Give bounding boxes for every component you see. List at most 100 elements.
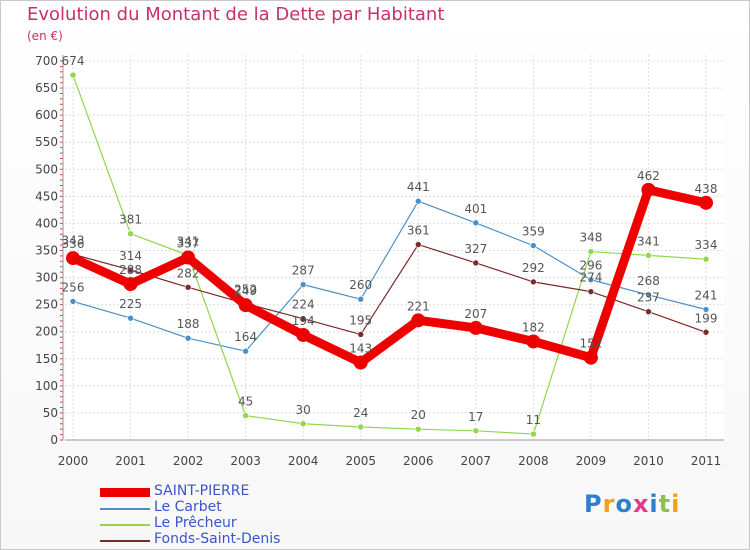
x-tick-label: 2001 — [115, 454, 146, 468]
data-point-saint-pierre — [66, 251, 80, 266]
data-label-le-pr-cheur: 348 — [579, 231, 602, 245]
y-tick-label: 250 — [35, 298, 58, 312]
x-tick-label: 2011 — [691, 454, 722, 468]
data-label-le-pr-cheur: 674 — [62, 54, 85, 68]
series-line-fonds-saint-denis — [72, 243, 707, 336]
logo-letter: o — [615, 490, 633, 518]
data-point-le-pr-cheur — [69, 71, 77, 79]
data-label-fonds-saint-denis: 361 — [407, 224, 430, 238]
legend-swatch — [100, 524, 150, 526]
data-labels: 336 288 337 249 194 143 221 207 182 152 462 438 256 2… — [62, 54, 718, 427]
data-point-le-carbet — [242, 347, 249, 355]
data-point-le-pr-cheur — [414, 425, 422, 433]
data-point-le-carbet — [530, 242, 537, 249]
data-point-le-carbet — [299, 281, 307, 288]
data-point-le-carbet — [702, 306, 710, 313]
data-point-le-carbet — [645, 291, 652, 299]
data-label-le-pr-cheur: 334 — [695, 238, 718, 252]
data-label-le-carbet: 260 — [349, 278, 372, 292]
data-point-fonds-saint-denis — [299, 315, 307, 323]
legend-label: Fonds-Saint-Denis — [154, 531, 281, 547]
x-tick-label: 2005 — [345, 454, 376, 468]
data-label-fonds-saint-denis: 224 — [292, 298, 315, 312]
data-point-fonds-saint-denis — [184, 284, 192, 291]
data-label-le-carbet: 296 — [579, 259, 602, 273]
chart-subtitle: (en €) — [27, 29, 63, 43]
data-point-fonds-saint-denis — [127, 266, 134, 274]
x-tick-label: 2009 — [576, 454, 607, 468]
x-tick-label: 2002 — [173, 454, 204, 468]
data-point-saint-pierre — [526, 334, 541, 349]
data-point-fonds-saint-denis — [472, 259, 480, 267]
data-label-fonds-saint-denis: 237 — [637, 291, 660, 305]
x-tick-label: 2010 — [633, 454, 664, 468]
data-label-le-pr-cheur: 17 — [468, 410, 483, 424]
data-label-le-pr-cheur: 30 — [296, 403, 311, 417]
plot-area — [65, 55, 724, 440]
data-point-le-pr-cheur — [702, 255, 710, 263]
data-label-le-pr-cheur: 381 — [119, 213, 142, 227]
data-label-fonds-saint-denis: 343 — [62, 233, 85, 247]
data-label-saint-pierre: 462 — [637, 169, 660, 183]
data-label-saint-pierre: 207 — [464, 307, 487, 321]
data-point-saint-pierre — [468, 320, 483, 335]
data-point-fonds-saint-denis — [530, 278, 537, 286]
y-tick-label: 50 — [43, 406, 58, 420]
data-label-fonds-saint-denis: 199 — [695, 311, 718, 325]
data-point-le-pr-cheur — [530, 430, 537, 438]
legend-swatch — [100, 488, 150, 497]
data-label-le-carbet: 401 — [464, 202, 487, 216]
data-label-le-carbet: 188 — [177, 317, 200, 331]
legend-label: Le Prêcheur — [154, 515, 237, 531]
data-point-le-pr-cheur — [299, 420, 307, 428]
y-tick-label: 700 — [35, 54, 58, 68]
logo-letter: P — [584, 490, 603, 518]
data-label-saint-pierre: 182 — [522, 320, 545, 334]
data-point-le-carbet — [587, 276, 595, 284]
data-label-le-carbet: 241 — [695, 289, 718, 303]
data-point-le-carbet — [69, 298, 77, 305]
data-label-le-carbet: 268 — [637, 274, 660, 288]
data-point-fonds-saint-denis — [414, 241, 422, 248]
logo-letter: i — [649, 490, 659, 518]
data-label-saint-pierre: 336 — [62, 237, 85, 251]
series-group — [66, 71, 713, 438]
data-label-saint-pierre: 194 — [292, 314, 315, 328]
data-label-fonds-saint-denis: 252 — [234, 283, 257, 297]
data-point-le-pr-cheur — [127, 230, 134, 238]
data-point-fonds-saint-denis — [702, 328, 710, 336]
data-label-fonds-saint-denis: 292 — [522, 261, 545, 275]
data-label-le-pr-cheur: 341 — [637, 234, 660, 248]
series-line-le-carbet — [72, 200, 707, 352]
data-point-fonds-saint-denis — [645, 308, 652, 315]
data-label-le-pr-cheur: 45 — [238, 395, 253, 409]
series-line-le-pr-cheur — [72, 74, 707, 435]
data-point-le-pr-cheur — [587, 248, 595, 255]
y-tick-label: 300 — [35, 271, 58, 285]
y-tick-label: 550 — [35, 135, 58, 149]
data-point-saint-pierre — [296, 327, 311, 342]
data-point-saint-pierre — [641, 182, 656, 197]
legend-label: SAINT-PIERRE — [154, 483, 250, 499]
logo-letter: i — [671, 490, 681, 518]
data-label-le-carbet: 441 — [407, 180, 430, 194]
data-label-le-carbet: 225 — [119, 297, 142, 311]
data-label-fonds-saint-denis: 314 — [119, 249, 142, 263]
data-label-le-carbet: 287 — [292, 264, 315, 278]
logo-letter: r — [602, 490, 616, 518]
x-tick-label: 2008 — [518, 454, 549, 468]
data-point-saint-pierre — [353, 355, 368, 370]
data-label-le-pr-cheur: 24 — [353, 406, 368, 420]
y-tick-label: 450 — [35, 189, 58, 203]
data-point-saint-pierre — [583, 350, 598, 365]
data-label-saint-pierre: 143 — [349, 342, 372, 356]
chart-title: Evolution du Montant de la Dette par Hab… — [27, 4, 445, 25]
data-point-le-carbet — [127, 314, 134, 322]
x-tick-label: 2003 — [230, 454, 261, 468]
data-label-saint-pierre: 152 — [579, 337, 602, 351]
grid — [65, 55, 724, 441]
data-point-fonds-saint-denis — [587, 288, 595, 295]
legend-label: Le Carbet — [154, 499, 222, 515]
x-axis: 2000 2001 2002 2003 2004 2005 2006 2007 2008 2009… — [58, 439, 724, 468]
data-label-le-pr-cheur: 11 — [526, 413, 541, 427]
